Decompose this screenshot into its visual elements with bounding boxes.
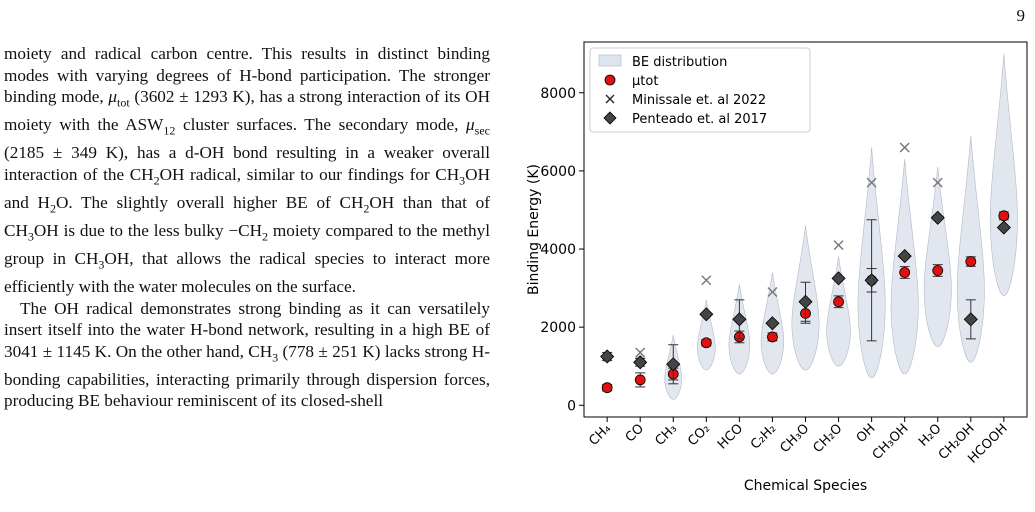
minissale-point (767, 287, 778, 297)
minissale-point (833, 240, 844, 251)
y-tick-label: 2000 (540, 320, 576, 336)
binding-energy-chart: 0 2000 4000 6000 8000 Binding Energy (K) CH₄ CO… (526, 41, 1028, 494)
paragraph: moiety and radical carbon centre. This r… (4, 44, 490, 296)
penteado-point (732, 312, 747, 327)
y-tick-label: 0 (567, 398, 576, 414)
mu-tot-point (700, 337, 712, 349)
penteado-point (798, 294, 813, 309)
y-tick-label: 8000 (540, 86, 576, 102)
minissale-point (635, 347, 646, 358)
legend-swatch-mu-tot (604, 74, 616, 86)
x-tick-label: CO (623, 421, 647, 445)
body-text-column: moiety and radical carbon centre. This r… (4, 43, 490, 412)
legend-label: Minissale et. al 2022 (632, 93, 766, 108)
penteado-point (831, 271, 846, 286)
penteado-point (633, 355, 648, 370)
minissale-point (899, 142, 910, 153)
x-tick-label: CH₄ (586, 421, 614, 449)
violin (923, 166, 952, 347)
x-tick-label: CH₃ (652, 421, 680, 449)
mu-tot-point (634, 374, 646, 386)
x-tick-label: CH₃OH (870, 421, 912, 463)
mu-tot-point (932, 265, 944, 276)
page-number: 9 (1016, 6, 1026, 25)
penteado-point (996, 220, 1011, 235)
mu-tot-point (601, 382, 613, 394)
x-axis-label: Chemical Species (744, 478, 867, 494)
x-tick-label: CH₂O (811, 421, 846, 456)
mu-tot-point (899, 267, 911, 278)
penteado-point (600, 349, 615, 364)
mu-tot-point (965, 256, 977, 267)
legend-label: μtot (632, 74, 658, 89)
x-tick-label: CH₃O (777, 421, 812, 456)
y-axis-label: Binding Energy (K) (526, 164, 542, 295)
penteado-point (963, 312, 978, 327)
penteado-point (666, 357, 681, 372)
legend-box (589, 47, 811, 133)
penteado-point (897, 248, 912, 264)
penteado-point (930, 210, 945, 225)
penteado-point (765, 316, 780, 331)
paragraph: The OH radical demonstrates strong bindi… (4, 298, 490, 411)
y-tick-label: 6000 (540, 164, 576, 180)
legend-label: BE distribution (632, 55, 727, 70)
binding-energy-figure: 0 2000 4000 6000 8000 Binding Energy (K) CH₄ CO… (520, 30, 1035, 507)
y-tick-label: 4000 (540, 242, 576, 258)
mu-tot-point (833, 296, 844, 308)
mu-tot-point (767, 331, 778, 343)
violin (989, 53, 1018, 297)
x-tick-label: HCO (715, 421, 746, 452)
violin (697, 299, 716, 371)
penteado-point (864, 273, 879, 288)
x-tick-label: CO₂ (685, 421, 713, 449)
minissale-point (866, 177, 877, 188)
mu-tot-point (998, 210, 1010, 222)
x-tick-label: OH (854, 421, 879, 446)
legend-swatch-penteado (603, 111, 617, 125)
legend-label: Penteado et. al 2017 (632, 112, 767, 127)
minissale-point (932, 177, 943, 188)
violin (826, 256, 851, 367)
x-tick-label: C₂H₂ (748, 421, 779, 452)
penteado-point (699, 307, 714, 322)
x-tick-label: H₂O (916, 421, 944, 449)
legend-swatch-minissale (605, 94, 615, 104)
violin (956, 135, 985, 363)
legend-swatch-violin (598, 54, 622, 67)
minissale-point (701, 275, 712, 286)
